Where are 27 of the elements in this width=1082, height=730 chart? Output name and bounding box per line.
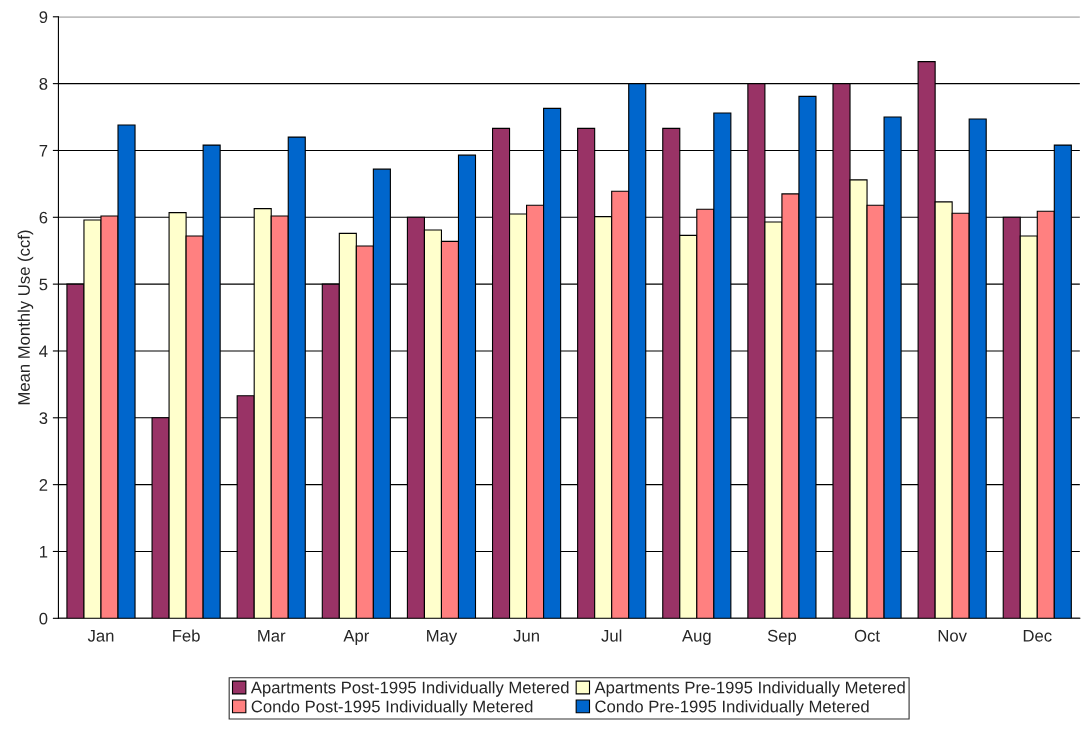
x-tick-label: May <box>427 630 458 645</box>
x-tick-label: Aug <box>682 630 711 645</box>
x-tick-label: Oct <box>854 629 880 642</box>
y-tick-label: 3 <box>39 412 48 425</box>
x-tick-label: Feb <box>173 629 200 642</box>
y-axis-title: Mean Monthly Use (ccf) <box>17 230 34 405</box>
y-tick-label: 5 <box>39 278 48 291</box>
x-tick-label: Sep <box>767 629 797 645</box>
y-tick-label: 9 <box>39 11 48 23</box>
x-tick-label: Jan <box>87 630 114 642</box>
legend-label: Condo Pre-1995 Individually Metered <box>595 700 869 716</box>
y-tick-label: 4 <box>39 345 48 358</box>
legend-label: Apartments Post-1995 Individually Metered <box>250 681 569 697</box>
x-tick-label: Apr <box>343 630 370 645</box>
y-tick-label: 0 <box>39 612 48 625</box>
y-tick-label: 7 <box>39 145 48 157</box>
x-tick-label: Mar <box>258 630 286 642</box>
legend-label: Condo Post-1995 Individually Metered <box>251 700 533 716</box>
x-tick-label: Nov <box>938 630 967 642</box>
y-tick-label: 1 <box>40 546 48 558</box>
legend-label: Apartments Pre-1995 Individually Metered <box>594 681 905 697</box>
y-tick-label: 2 <box>39 479 48 491</box>
x-tick-label: Jul <box>601 629 622 642</box>
x-tick-label: Jun <box>513 630 539 642</box>
y-tick-label: 8 <box>39 78 48 90</box>
x-tick-label: Dec <box>1023 630 1052 642</box>
y-tick-label: 6 <box>39 211 48 224</box>
